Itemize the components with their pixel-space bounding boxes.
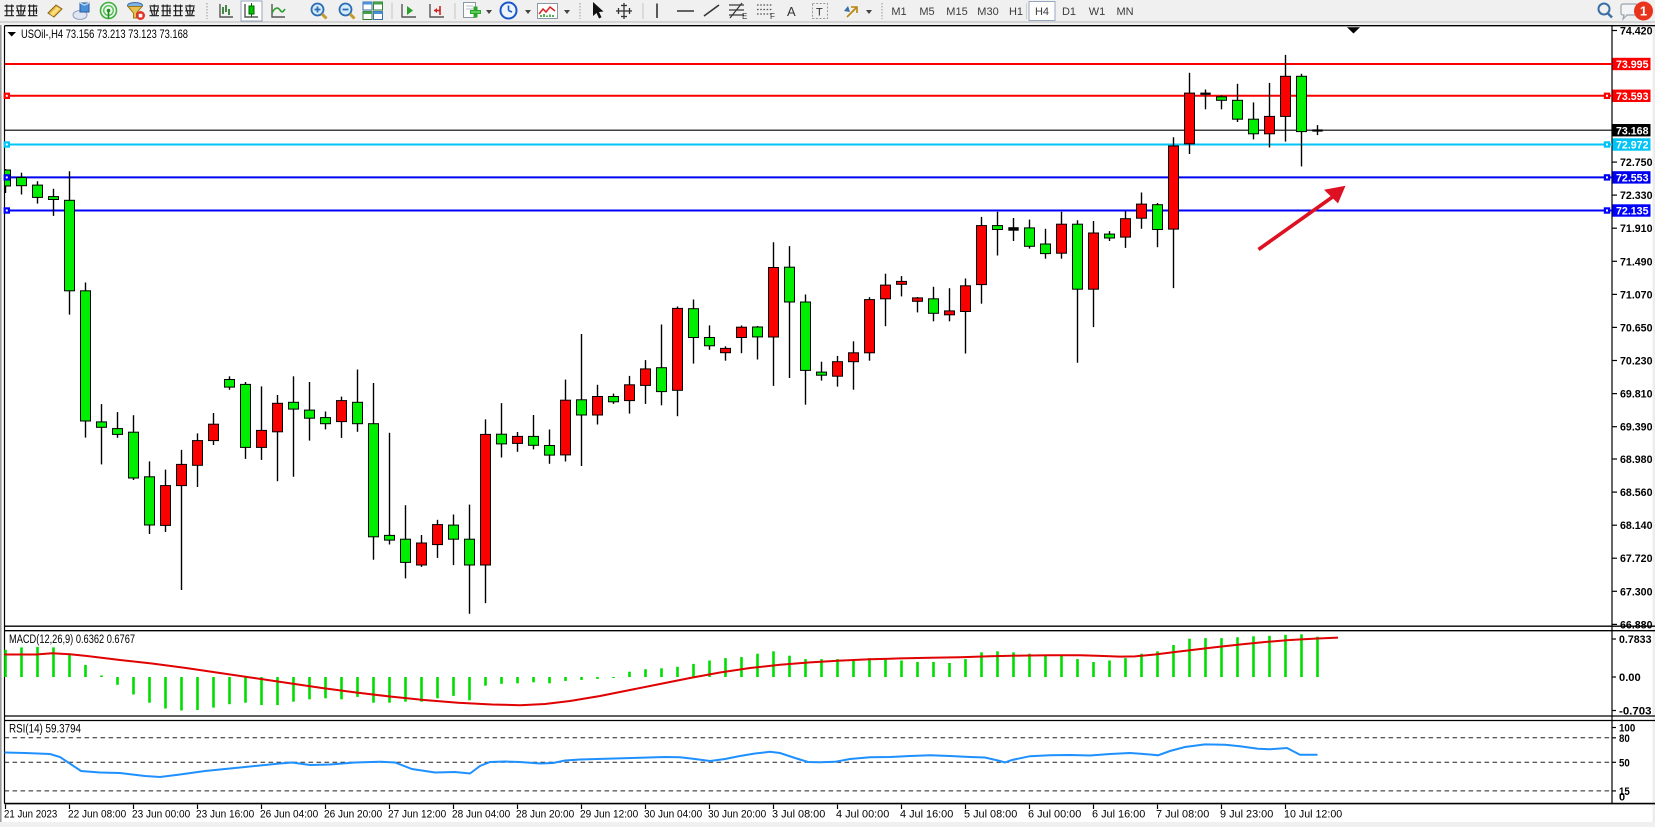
- svg-text:69.390: 69.390: [1620, 422, 1653, 434]
- svg-text:23 Jun 16:00: 23 Jun 16:00: [196, 809, 254, 821]
- svg-text:74.420: 74.420: [1620, 26, 1653, 38]
- svg-text:72.330: 72.330: [1620, 190, 1653, 202]
- svg-text:M15: M15: [946, 6, 967, 18]
- svg-text:21 Jun 2023: 21 Jun 2023: [4, 809, 57, 821]
- svg-text:67.720: 67.720: [1620, 553, 1653, 565]
- svg-text:50: 50: [1619, 757, 1630, 769]
- svg-text:73.995: 73.995: [1616, 59, 1649, 71]
- svg-text:-0.703: -0.703: [1619, 706, 1652, 718]
- svg-text:66.880: 66.880: [1620, 619, 1653, 631]
- svg-text:71.070: 71.070: [1620, 289, 1653, 301]
- svg-text:1: 1: [1640, 4, 1647, 19]
- svg-text:6 Jul 00:00: 6 Jul 00:00: [1028, 809, 1081, 821]
- svg-text:23 Jun 00:00: 23 Jun 00:00: [132, 809, 190, 821]
- svg-text:USOil-,H4 73.156 73.213 73.12: USOil-,H4 73.156 73.213 73.123 73.168: [21, 27, 188, 41]
- svg-text:29 Jun 12:00: 29 Jun 12:00: [580, 809, 638, 821]
- svg-text:0.7833: 0.7833: [1619, 634, 1652, 646]
- svg-text:26 Jun 04:00: 26 Jun 04:00: [260, 809, 318, 821]
- svg-text:H4: H4: [1035, 6, 1049, 18]
- svg-text:0: 0: [1619, 792, 1625, 804]
- svg-text:5 Jul 08:00: 5 Jul 08:00: [964, 809, 1017, 821]
- svg-text:M30: M30: [977, 6, 998, 18]
- svg-text:M1: M1: [891, 6, 906, 18]
- svg-text:72.135: 72.135: [1616, 206, 1649, 218]
- svg-text:72.972: 72.972: [1616, 140, 1649, 152]
- svg-text:H1: H1: [1009, 6, 1023, 18]
- svg-text:27 Jun 12:00: 27 Jun 12:00: [388, 809, 446, 821]
- svg-text:71.910: 71.910: [1620, 223, 1653, 235]
- svg-text:68.560: 68.560: [1620, 487, 1653, 499]
- svg-text:A: A: [787, 4, 796, 19]
- svg-text:72.750: 72.750: [1620, 157, 1653, 169]
- svg-text:W1: W1: [1089, 6, 1106, 18]
- svg-text:MN: MN: [1116, 6, 1133, 18]
- svg-text:M5: M5: [919, 6, 934, 18]
- svg-text:80: 80: [1619, 733, 1630, 745]
- svg-text:73.593: 73.593: [1616, 91, 1649, 103]
- svg-text:70.230: 70.230: [1620, 356, 1653, 368]
- svg-text:71.490: 71.490: [1620, 256, 1653, 268]
- svg-text:3 Jul 08:00: 3 Jul 08:00: [772, 809, 825, 821]
- svg-text:100: 100: [1619, 723, 1635, 735]
- svg-text:68.140: 68.140: [1620, 520, 1653, 532]
- svg-text:E: E: [742, 12, 747, 21]
- svg-text:6 Jul 16:00: 6 Jul 16:00: [1092, 809, 1145, 821]
- svg-text:T: T: [816, 7, 823, 19]
- svg-text:9 Jul 23:00: 9 Jul 23:00: [1220, 809, 1273, 821]
- svg-text:73.168: 73.168: [1616, 125, 1649, 137]
- svg-text:RSI(14) 59.3794: RSI(14) 59.3794: [9, 724, 82, 736]
- svg-text:30 Jun 20:00: 30 Jun 20:00: [708, 809, 766, 821]
- svg-text:MACD(12,26,9) 0.6362 0.6767: MACD(12,26,9) 0.6362 0.6767: [9, 634, 135, 646]
- svg-text:4 Jul 00:00: 4 Jul 00:00: [836, 809, 889, 821]
- svg-text:72.553: 72.553: [1616, 173, 1649, 185]
- svg-text:D1: D1: [1062, 6, 1076, 18]
- svg-text:30 Jun 04:00: 30 Jun 04:00: [644, 809, 702, 821]
- svg-text:28 Jun 20:00: 28 Jun 20:00: [516, 809, 574, 821]
- svg-text:0.00: 0.00: [1619, 672, 1641, 684]
- svg-text:70.650: 70.650: [1620, 322, 1653, 334]
- svg-text:15: 15: [1619, 786, 1630, 798]
- svg-text:68.980: 68.980: [1620, 454, 1653, 466]
- svg-text:69.810: 69.810: [1620, 389, 1653, 401]
- svg-text:7 Jul 08:00: 7 Jul 08:00: [1156, 809, 1209, 821]
- svg-text:67.300: 67.300: [1620, 586, 1653, 598]
- svg-text:F: F: [770, 12, 775, 21]
- svg-text:26 Jun 20:00: 26 Jun 20:00: [324, 809, 382, 821]
- svg-text:4 Jul 16:00: 4 Jul 16:00: [900, 809, 953, 821]
- svg-text:22 Jun 08:00: 22 Jun 08:00: [68, 809, 126, 821]
- svg-text:10 Jul 12:00: 10 Jul 12:00: [1284, 809, 1342, 821]
- svg-text:28 Jun 04:00: 28 Jun 04:00: [452, 809, 510, 821]
